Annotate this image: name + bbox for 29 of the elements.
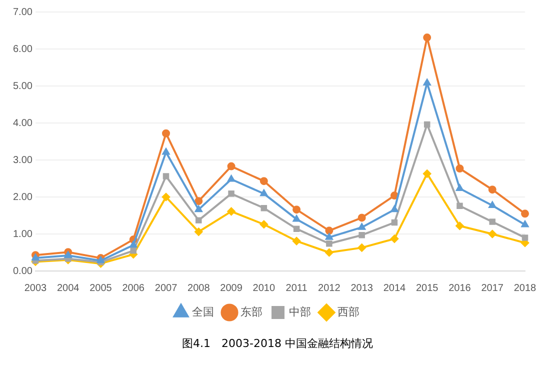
x-tick-label: 2008 xyxy=(188,282,210,294)
y-tick-label: 5.00 xyxy=(12,80,33,92)
x-tick-label: 2009 xyxy=(220,282,243,294)
x-tick-label: 2012 xyxy=(318,282,341,294)
y-tick-label: 2.00 xyxy=(12,192,33,203)
x-tick-label: 2006 xyxy=(122,282,145,294)
y-tick-label: 7.00 xyxy=(12,6,33,18)
x-tick-label: 2011 xyxy=(286,282,308,294)
y-tick-label: 0.00 xyxy=(12,266,33,277)
x-tick-label: 2003 xyxy=(24,282,48,294)
x-tick-label: 2004 xyxy=(56,282,80,294)
legend-label: 全国 xyxy=(192,305,214,318)
caption: 图4.1 2003-2018 中国金融结构情况 xyxy=(181,336,374,351)
y-tick-label: 1.00 xyxy=(12,228,33,240)
legend-label: 西部 xyxy=(338,305,360,318)
x-tick-label: 2005 xyxy=(90,282,112,294)
x-tick-label: 2007 xyxy=(154,282,178,294)
x-tick-label: 2016 xyxy=(448,282,472,294)
legend-label: 东部 xyxy=(240,305,262,318)
x-tick-label: 2010 xyxy=(252,282,276,294)
x-tick-label: 2014 xyxy=(383,282,406,294)
x-tick-label: 2018 xyxy=(514,282,537,294)
y-tick-label: 6.00 xyxy=(12,44,33,55)
y-tick-label: 4.00 xyxy=(12,118,33,129)
legend-label: 中部 xyxy=(289,305,311,318)
x-tick-label: 2013 xyxy=(350,282,374,294)
x-tick-label: 2017 xyxy=(481,282,504,294)
x-tick-label: 2015 xyxy=(416,282,439,294)
y-tick-label: 3.00 xyxy=(12,154,33,166)
